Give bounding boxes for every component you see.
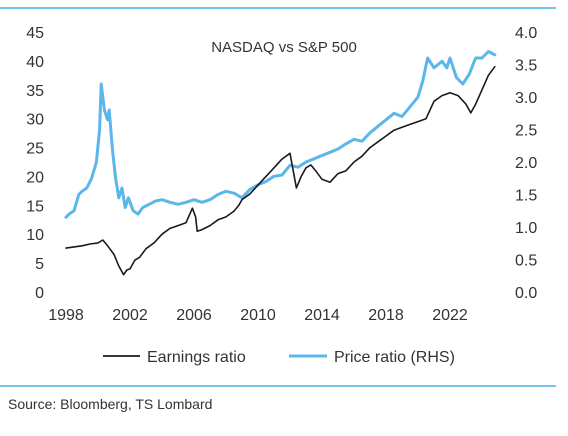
left-axis-tick-label: 40	[26, 54, 44, 71]
right-axis-tick-label: 0.0	[515, 285, 537, 302]
right-axis-tick-label: 4.0	[515, 25, 537, 42]
right-axis-tick-labels: 0.0 0.5 1.0 1.5 2.0 2.5 3.0 3.5 4.0	[515, 25, 537, 302]
x-axis-tick-label: 2002	[112, 307, 148, 324]
left-axis-tick-label: 0	[35, 285, 44, 302]
left-axis-tick-labels: 0 5 10 15 20 25 30 35 40 45	[26, 25, 44, 302]
right-axis-tick-label: 3.5	[515, 58, 537, 75]
left-axis-tick-label: 45	[26, 25, 44, 42]
earnings-ratio-line	[65, 65, 496, 276]
right-axis-tick-label: 2.0	[515, 155, 537, 172]
right-axis-tick-label: 1.0	[515, 220, 537, 237]
legend-earnings-label: Earnings ratio	[147, 349, 246, 366]
source-note: Source: Bloomberg, TS Lombard	[8, 396, 213, 412]
chart-title: NASDAQ vs S&P 500	[211, 39, 357, 56]
x-axis-tick-label: 1998	[48, 307, 84, 324]
x-axis-tick-label: 2018	[368, 307, 404, 324]
left-axis-tick-label: 10	[26, 227, 44, 244]
left-axis-tick-label: 5	[35, 256, 44, 273]
x-axis-tick-label: 2010	[240, 307, 276, 324]
x-axis-tick-label: 2006	[176, 307, 212, 324]
legend: Earnings ratio Price ratio (RHS)	[103, 349, 455, 366]
legend-price-label: Price ratio (RHS)	[334, 349, 455, 366]
right-axis-tick-label: 0.5	[515, 253, 537, 270]
left-axis-tick-label: 15	[26, 198, 44, 215]
left-axis-tick-label: 25	[26, 141, 44, 158]
left-axis-tick-label: 35	[26, 83, 44, 100]
price-ratio-line	[64, 50, 497, 219]
x-axis-tick-labels: 1998 2002 2006 2010 2014 2018 2022	[48, 307, 468, 324]
left-axis-tick-label: 20	[26, 169, 44, 186]
right-axis-tick-label: 3.0	[515, 90, 537, 107]
right-axis-tick-label: 2.5	[515, 123, 537, 140]
right-axis-tick-label: 1.5	[515, 188, 537, 205]
x-axis-tick-label: 2022	[432, 307, 468, 324]
x-axis-tick-label: 2014	[304, 307, 340, 324]
left-axis-tick-label: 30	[26, 112, 44, 129]
